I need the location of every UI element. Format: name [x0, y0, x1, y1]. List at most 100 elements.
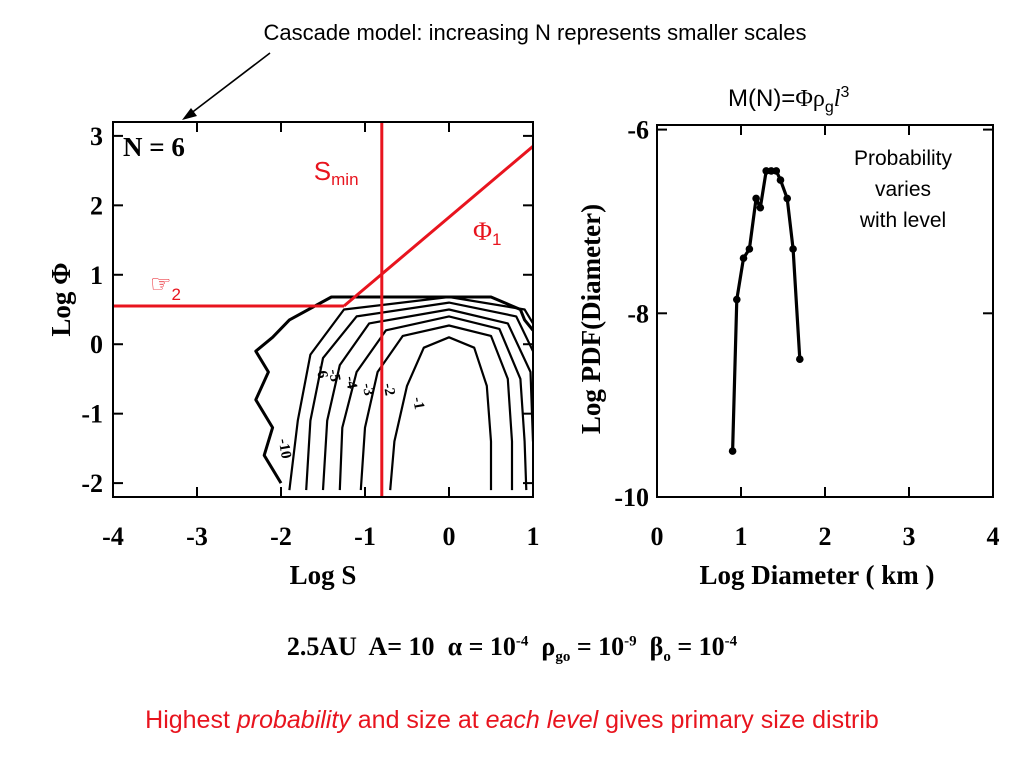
param-location: 2.5AU	[286, 632, 357, 661]
conclusion-part3: and size at	[350, 706, 486, 734]
contour-label: -10	[275, 437, 294, 459]
phi1-sub: 1	[492, 230, 501, 249]
pdf-point	[728, 447, 737, 455]
param-beta-sub: o	[663, 649, 671, 666]
probability-note-line1: Probability	[853, 147, 953, 170]
mass-formula: M(N)=Φρgl3	[728, 84, 849, 117]
contour-y-tick-label: 0	[90, 330, 103, 359]
formula-lhs: M(N)=	[728, 85, 796, 112]
param-rho-sym: ρ	[541, 632, 556, 661]
smin-label: Smin	[314, 156, 359, 189]
contour-y-tick-label: 1	[90, 261, 103, 290]
contour-label: -6	[312, 365, 330, 381]
contour-lines: -1 -2-3-4-5-6 -10	[254, 295, 533, 491]
contour-x-label: Log S	[290, 560, 357, 590]
formula-phi: Φ	[795, 86, 813, 112]
contour-x-tick-label: 1	[527, 522, 540, 551]
conclusion-line: Highest probability and size at each lev…	[0, 706, 1024, 735]
pdf-x-tick-label: 2	[819, 522, 832, 551]
pdf-x-label: Log Diameter ( km )	[700, 560, 935, 590]
param-beta: = 10	[677, 632, 725, 661]
pdf-point	[739, 254, 748, 262]
contour-y-tick-label: 2	[90, 191, 103, 220]
contour-x-tick-label: -1	[354, 522, 376, 551]
pdf-point	[733, 295, 741, 304]
contour-plot-frame	[112, 121, 534, 498]
contour-label: -5	[325, 368, 343, 383]
param-a: A= 10	[368, 632, 435, 661]
cascade-title: Cascade model: increasing N represents s…	[263, 20, 807, 45]
contour-label: -3	[359, 382, 377, 397]
pdf-point	[752, 194, 760, 203]
param-beta-exp: -4	[724, 633, 738, 650]
probability-note-line2: varies	[874, 178, 932, 201]
param-rho: = 10	[576, 632, 625, 661]
conclusion-part5: gives primary size distrib	[598, 706, 879, 734]
contour-ticks	[112, 122, 534, 497]
param-beta-sym: β	[649, 632, 664, 661]
phi2-label: ☞2	[150, 272, 181, 304]
contour-label: -1	[409, 396, 427, 411]
pdf-point	[756, 203, 765, 212]
contour-label: -2	[380, 382, 398, 397]
param-alpha-exp: -4	[515, 633, 529, 650]
contour-line	[254, 295, 533, 484]
contour-line	[359, 324, 514, 491]
conclusion-part1: Highest	[145, 706, 237, 734]
contour-line	[338, 315, 528, 491]
phi2-sub: 2	[172, 285, 181, 304]
probability-note-line3: with level	[859, 209, 947, 232]
contour-y-tick-label: 3	[90, 122, 103, 151]
pdf-point	[772, 167, 781, 175]
pdf-y-label: Log PDF(Diameter)	[576, 204, 606, 434]
pdf-tick-labels: 0 1 2 3 4 -6 -8 -10	[614, 116, 999, 551]
pdf-ticks	[656, 125, 994, 498]
param-rho-exp: -9	[624, 633, 637, 650]
phi1-main: Φ	[473, 217, 492, 246]
contour-x-tick-label: 0	[443, 522, 456, 551]
contour-y-tick-label: -1	[81, 400, 103, 429]
formula-sup-3: 3	[840, 84, 850, 101]
panel-label: N = 6	[123, 132, 185, 162]
phi1-line	[343, 145, 534, 308]
phi2-main: ☞	[150, 272, 172, 298]
parameter-line: 2.5AU A= 10 α = 10-4 ρgo = 10-9 βo = 10-…	[0, 632, 1024, 666]
pdf-point	[789, 245, 797, 253]
contour-line	[288, 295, 533, 491]
phi1-label: Φ1	[473, 217, 501, 249]
contour-line	[389, 336, 493, 491]
contour-y-tick-label: -2	[81, 469, 103, 498]
pdf-x-tick-label: 3	[903, 522, 916, 551]
contour-x-tick-label: -4	[102, 522, 124, 551]
contour-line	[305, 301, 533, 491]
formula-rho: ρ	[812, 86, 825, 112]
pdf-point	[783, 194, 791, 203]
pdf-y-tick-label: -8	[627, 299, 649, 328]
conclusion-part2: probability	[236, 706, 351, 734]
formula-sub-g: g	[824, 98, 834, 116]
contour-line	[321, 308, 533, 491]
pdf-plot-frame	[656, 124, 994, 498]
smin-main: S	[314, 156, 331, 186]
pdf-y-tick-label: -10	[614, 483, 649, 512]
pdf-series	[728, 167, 804, 455]
pdf-y-tick-label: -6	[627, 116, 649, 145]
conclusion-part4: each level	[485, 706, 599, 734]
formula-ell: l	[833, 86, 841, 112]
contour-label: -4	[342, 375, 360, 391]
pdf-series-line	[731, 169, 802, 452]
contour-x-tick-label: -2	[270, 522, 292, 551]
pdf-x-tick-label: 4	[987, 522, 1000, 551]
pdf-point	[776, 176, 785, 184]
probability-note: Probability varies with level	[830, 143, 976, 236]
contour-y-label: Log Φ	[46, 262, 76, 336]
param-rho-sub: go	[555, 649, 571, 666]
param-alpha: α = 10	[447, 632, 516, 661]
pdf-point	[745, 245, 754, 253]
smin-sub: min	[331, 170, 358, 189]
pdf-point	[796, 355, 804, 364]
